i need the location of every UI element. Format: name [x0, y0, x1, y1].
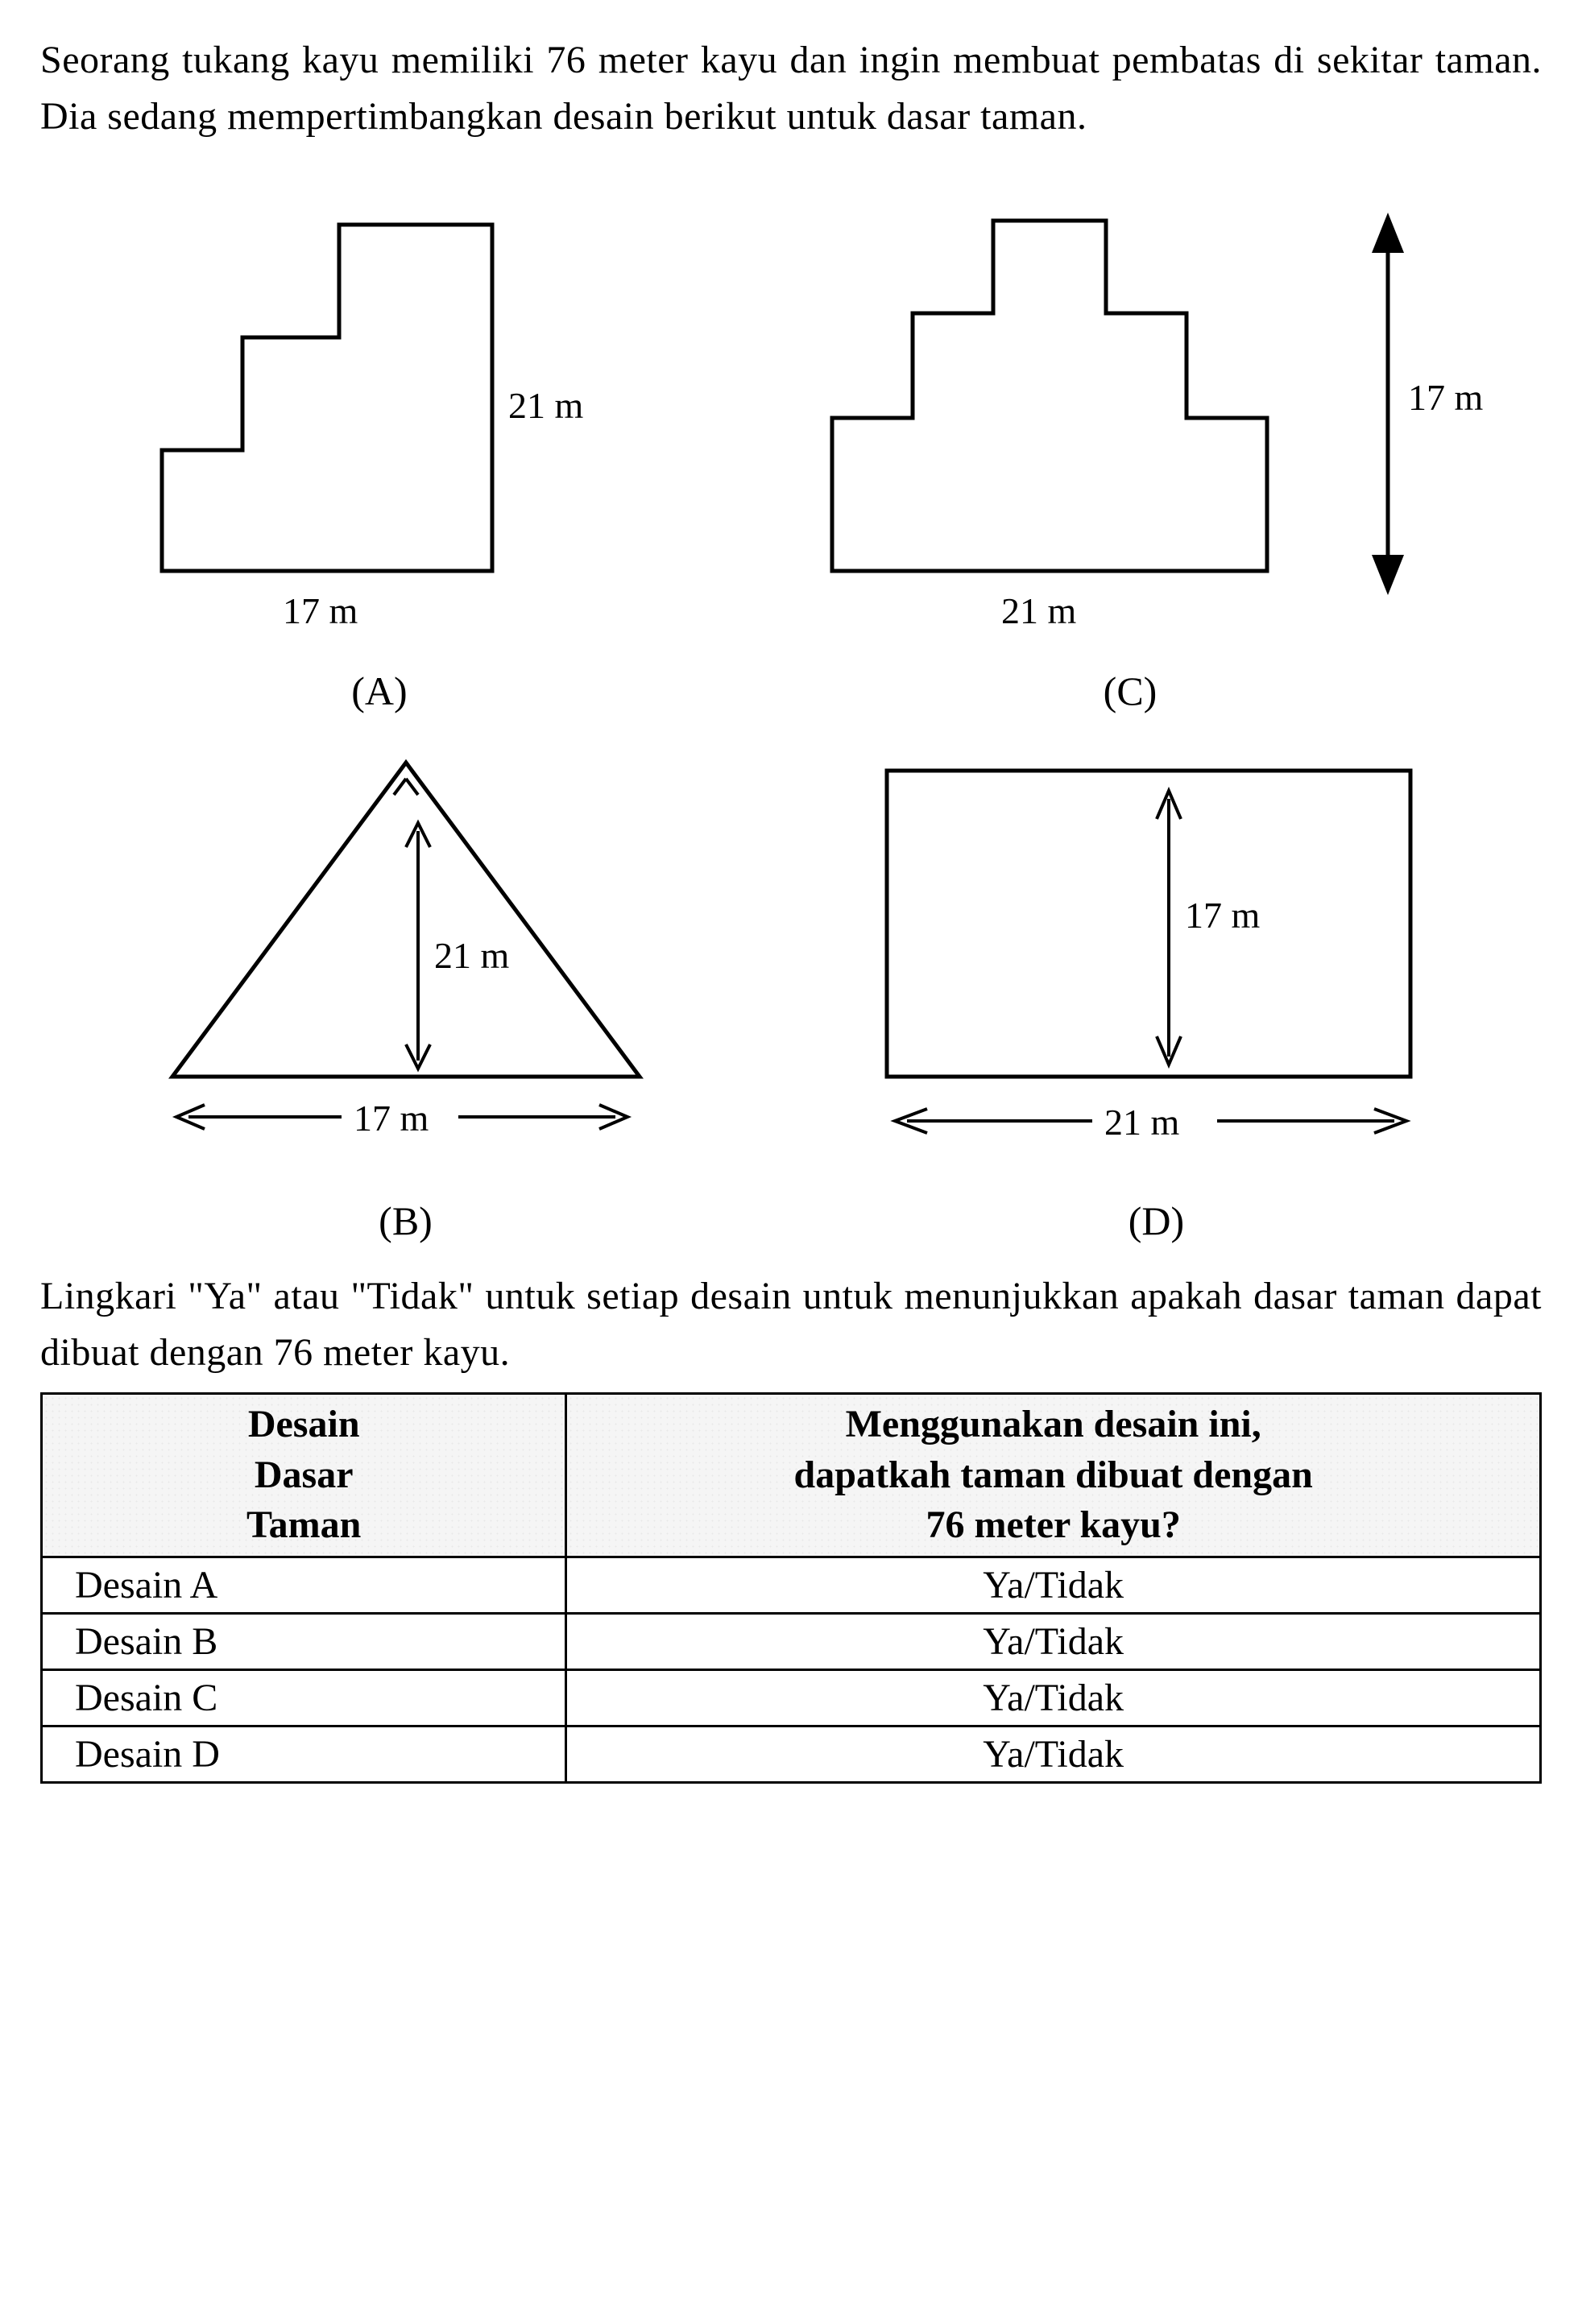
- design-c-block: 21 m 17 m (C): [768, 176, 1493, 714]
- question-text: Seorang tukang kayu memiliki 76 meter ka…: [40, 32, 1542, 144]
- instruction-text: Lingkari "Ya" atau "Tidak" untuk setiap …: [40, 1268, 1542, 1380]
- design-c-height-label: 17 m: [1408, 377, 1484, 418]
- table-cell-design: Desain A: [42, 1557, 566, 1613]
- table-row: Desain B Ya/Tidak: [42, 1613, 1541, 1669]
- table-cell-answer: Ya/Tidak: [566, 1669, 1541, 1726]
- th2-line1: Menggunakan desain ini,: [583, 1400, 1523, 1449]
- design-c-arrow-up: [1372, 213, 1404, 253]
- design-b-svg: 21 m 17 m: [84, 738, 728, 1189]
- table-row: Desain C Ya/Tidak: [42, 1669, 1541, 1726]
- design-a-shape: [162, 225, 492, 571]
- design-a-svg: 21 m 17 m: [89, 176, 669, 660]
- design-c-shape: [832, 221, 1267, 571]
- table-row: Desain A Ya/Tidak: [42, 1557, 1541, 1613]
- design-b-block: 21 m 17 m (B): [84, 738, 728, 1244]
- design-c-base-label: 21 m: [1001, 590, 1077, 631]
- design-d-rect: [887, 771, 1410, 1077]
- designs-row-2: 21 m 17 m (B) 17 m 21 m (D): [40, 738, 1542, 1244]
- th1-line2: Dasar: [59, 1450, 549, 1500]
- table-header-design: Desain Dasar Taman: [42, 1394, 566, 1557]
- design-b-apex-mark: [394, 779, 418, 795]
- design-d-height-label: 17 m: [1185, 895, 1261, 936]
- design-d-base-label: 21 m: [1104, 1102, 1180, 1143]
- design-d-label: (D): [1129, 1197, 1184, 1244]
- design-c-svg: 21 m 17 m: [768, 176, 1493, 660]
- table-cell-answer: Ya/Tidak: [566, 1613, 1541, 1669]
- table-header-question: Menggunakan desain ini, dapatkah taman d…: [566, 1394, 1541, 1557]
- design-c-label: (C): [1104, 668, 1158, 714]
- design-b-label: (B): [379, 1197, 433, 1244]
- design-a-block: 21 m 17 m (A): [89, 176, 669, 714]
- th2-line3: 76 meter kayu?: [583, 1500, 1523, 1550]
- design-a-height-label: 21 m: [508, 385, 584, 426]
- design-b-triangle: [172, 763, 640, 1077]
- design-b-height-label: 21 m: [434, 935, 510, 976]
- table-cell-answer: Ya/Tidak: [566, 1726, 1541, 1782]
- table-row: Desain D Ya/Tidak: [42, 1726, 1541, 1782]
- th2-line2: dapatkah taman dibuat dengan: [583, 1450, 1523, 1500]
- design-c-arrow-down: [1372, 555, 1404, 595]
- design-b-base-label: 17 m: [354, 1098, 429, 1139]
- answer-table: Desain Dasar Taman Menggunakan desain in…: [40, 1392, 1542, 1783]
- design-d-block: 17 m 21 m (D): [814, 738, 1499, 1244]
- table-cell-design: Desain B: [42, 1613, 566, 1669]
- table-header-row: Desain Dasar Taman Menggunakan desain in…: [42, 1394, 1541, 1557]
- designs-row-1: 21 m 17 m (A) 21 m 17 m (C): [40, 176, 1542, 714]
- table-cell-answer: Ya/Tidak: [566, 1557, 1541, 1613]
- th1-line3: Taman: [59, 1500, 549, 1550]
- design-a-base-label: 17 m: [283, 590, 358, 631]
- design-d-svg: 17 m 21 m: [814, 738, 1499, 1189]
- table-cell-design: Desain C: [42, 1669, 566, 1726]
- th1-line1: Desain: [59, 1400, 549, 1449]
- table-cell-design: Desain D: [42, 1726, 566, 1782]
- design-a-label: (A): [351, 668, 407, 714]
